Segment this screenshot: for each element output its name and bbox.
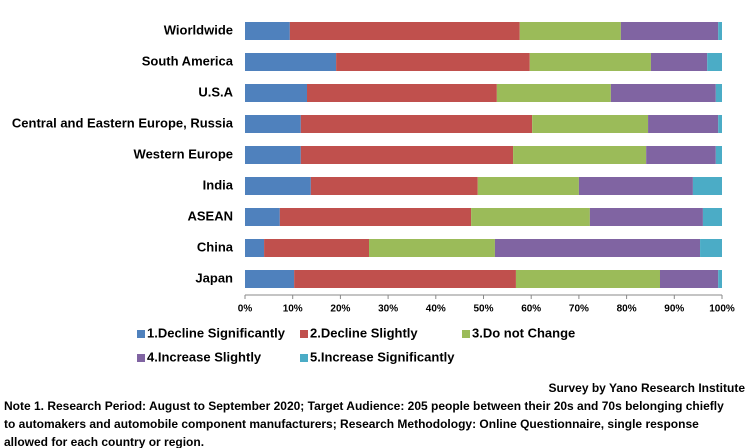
x-tick-label: 60% — [521, 304, 541, 315]
bar-segment — [245, 115, 301, 133]
x-tick-label: 100% — [709, 304, 735, 315]
bar-segment — [659, 270, 719, 288]
bar-segment — [650, 53, 708, 71]
x-tick-label: 10% — [283, 304, 303, 315]
note-line: to automakers and automobile component m… — [4, 417, 699, 431]
y-tick-label: U.S.A — [198, 84, 233, 99]
bar-segment — [264, 239, 370, 257]
y-tick-label: Central and Eastern Europe, Russia — [12, 115, 234, 130]
legend-swatch — [300, 330, 308, 338]
x-tick-label: 40% — [426, 304, 446, 315]
legend-swatch — [462, 330, 470, 338]
y-tick-label: South America — [142, 53, 234, 68]
bar-segment — [610, 84, 716, 102]
bar-segment — [529, 53, 651, 71]
bar-segment — [620, 22, 719, 40]
y-tick-label: Wiorldwide — [164, 22, 233, 37]
bar-segment — [589, 208, 703, 226]
source: Survey by Yano Research Institute — [548, 381, 745, 395]
bar-segment — [471, 208, 590, 226]
bar-segment — [494, 239, 701, 257]
bar-segment — [532, 115, 649, 133]
bar-segment — [718, 270, 722, 288]
y-tick-label: ASEAN — [187, 208, 233, 223]
bar-segment — [519, 22, 621, 40]
legend-label: 4.Increase Slightly — [147, 349, 262, 364]
y-tick-label: India — [203, 177, 234, 192]
note-line: Note 1. Research Period: August to Septe… — [4, 399, 724, 413]
bar-segment — [245, 84, 308, 102]
bar-segment — [477, 177, 579, 195]
x-tick-label: 70% — [569, 304, 589, 315]
bar-segment — [245, 53, 337, 71]
bar-segment — [245, 208, 280, 226]
bar-segment — [715, 146, 722, 164]
bar-segment — [496, 84, 611, 102]
bar-segment — [718, 22, 722, 40]
bar-segment — [648, 115, 719, 133]
legend-swatch — [300, 354, 308, 362]
legend-label: 5.Increase Significantly — [310, 349, 455, 364]
y-tick-label: China — [197, 239, 234, 254]
legend-label: 3.Do not Change — [472, 325, 575, 340]
bar-segment — [692, 177, 722, 195]
bar-segment — [245, 239, 265, 257]
bar-segment — [245, 270, 295, 288]
bar-segment — [300, 146, 514, 164]
y-tick-label: Western Europe — [134, 146, 233, 161]
y-tick-label: Japan — [195, 270, 233, 285]
x-tick-label: 0% — [238, 304, 253, 315]
note-line: allowed for each country or region. — [4, 435, 204, 448]
bar-segment — [702, 208, 722, 226]
bar-segment — [245, 177, 311, 195]
bar-segment — [279, 208, 472, 226]
x-tick-label: 80% — [617, 304, 637, 315]
bar-segment — [245, 146, 301, 164]
bar-segment — [310, 177, 478, 195]
legend-swatch — [137, 330, 145, 338]
bar-segment — [700, 239, 722, 257]
bar-segment — [646, 146, 716, 164]
bar-segment — [307, 84, 497, 102]
legend-label: 2.Decline Slightly — [310, 325, 418, 340]
bar-segment — [336, 53, 530, 71]
bar-segment — [369, 239, 495, 257]
bar-segment — [294, 270, 516, 288]
x-tick-label: 30% — [378, 304, 398, 315]
bar-segment — [578, 177, 693, 195]
x-tick-label: 90% — [664, 304, 684, 315]
bar-segment — [715, 84, 722, 102]
x-tick-label: 20% — [330, 304, 350, 315]
bar-segment — [513, 146, 647, 164]
legend-label: 1.Decline Significantly — [147, 325, 286, 340]
bar-segment — [289, 22, 520, 40]
bar-segment — [300, 115, 533, 133]
bar-segment — [515, 270, 660, 288]
bar-segment — [245, 22, 290, 40]
bar-segment — [718, 115, 722, 133]
legend-swatch — [137, 354, 145, 362]
bar-segment — [707, 53, 722, 71]
x-tick-label: 50% — [473, 304, 493, 315]
